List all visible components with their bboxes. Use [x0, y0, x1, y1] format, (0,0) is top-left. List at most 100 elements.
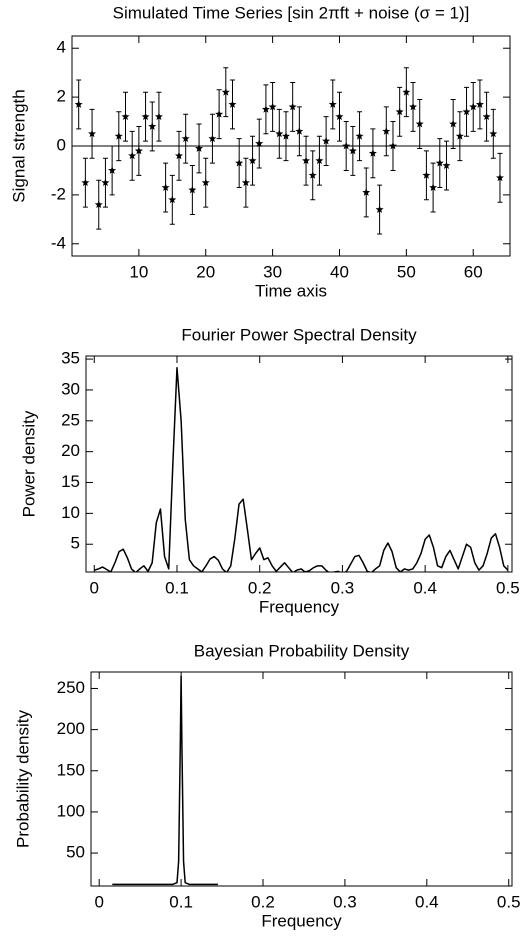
plot-area	[112, 675, 218, 886]
frame	[71, 35, 511, 257]
point	[241, 178, 250, 187]
point	[295, 127, 304, 135]
point	[395, 107, 404, 116]
point	[134, 146, 143, 155]
point	[255, 139, 264, 147]
point	[302, 156, 311, 165]
x-tick-label: 0.2	[248, 578, 272, 597]
point	[108, 166, 117, 174]
panel: Bayesian Probability Density Frequency Pro…	[13, 641, 520, 930]
point	[101, 178, 110, 187]
point	[195, 144, 204, 152]
x-tick-label: 30	[263, 262, 282, 281]
point	[154, 112, 163, 121]
y-axis-label: Power density	[19, 410, 38, 517]
point	[475, 100, 484, 108]
y-tick-label: 20	[61, 441, 80, 460]
y-tick-label: 25	[61, 410, 80, 429]
x-tick-label: 50	[397, 262, 416, 281]
y-tick-label: 15	[61, 472, 80, 491]
point	[388, 141, 397, 150]
point	[482, 112, 491, 121]
y-tick-label: 250	[57, 678, 85, 697]
chart-title: Fourier Power Spectral Density	[181, 325, 417, 344]
x-tick-label: 20	[196, 262, 215, 281]
x-tick-label: 0.4	[415, 892, 439, 911]
point	[449, 119, 458, 128]
point	[489, 129, 498, 138]
frame	[85, 355, 513, 573]
point	[409, 102, 418, 111]
point	[221, 88, 230, 96]
plot-area	[74, 67, 504, 235]
panel: Fourier Power Spectral Density Frequency P…	[19, 325, 519, 616]
x-tick-label: 40	[330, 262, 349, 281]
y-tick-label: 100	[57, 801, 85, 820]
point	[281, 132, 290, 140]
y-tick-label: 35	[61, 349, 80, 368]
y-axis-label: Signal strength	[9, 89, 28, 202]
frame	[90, 671, 513, 887]
point	[168, 195, 177, 204]
y-tick-label: 5	[71, 534, 80, 553]
point	[429, 183, 438, 191]
point	[455, 132, 464, 140]
point	[495, 173, 504, 182]
x-tick-label: 60	[464, 262, 483, 281]
point	[288, 102, 297, 111]
point	[81, 178, 90, 187]
point	[328, 100, 337, 108]
x-tick-label: 0	[94, 892, 103, 911]
point	[442, 161, 451, 169]
x-axis-label: Frequency	[261, 911, 342, 930]
point	[342, 141, 351, 150]
point	[175, 151, 183, 160]
point	[415, 119, 424, 128]
point	[335, 112, 344, 121]
point	[469, 102, 478, 111]
point	[248, 156, 257, 165]
y-tick-label: 50	[66, 843, 85, 862]
point	[362, 188, 371, 196]
point	[94, 200, 103, 209]
point	[181, 134, 190, 143]
y-tick-label: -4	[51, 233, 66, 252]
point	[128, 151, 137, 160]
y-tick-label: 10	[61, 503, 80, 522]
point	[161, 183, 170, 191]
y-tick-label: 150	[57, 760, 85, 779]
y-axis-label: Probability density	[13, 710, 32, 848]
point	[235, 158, 244, 167]
x-axis-label: Frequency	[259, 597, 340, 616]
y-tick-label: 4	[57, 38, 66, 57]
point	[402, 88, 411, 96]
y-tick-label: 0	[57, 135, 66, 154]
x-tick-label: 0.3	[333, 892, 357, 911]
y-tick-label: 2	[57, 87, 66, 106]
chart-title: Simulated Time Series [sin 2πft + noise …	[113, 3, 470, 22]
x-tick-label: 0.3	[331, 578, 355, 597]
point	[261, 105, 270, 113]
point	[74, 100, 83, 108]
point	[462, 107, 471, 116]
point	[188, 185, 197, 194]
point	[201, 178, 210, 187]
point	[348, 146, 357, 155]
point	[422, 171, 431, 179]
point	[355, 132, 364, 140]
chart-title: Bayesian Probability Density	[194, 641, 410, 660]
point	[208, 134, 217, 143]
x-tick-label: 0	[90, 578, 99, 597]
point	[382, 127, 391, 135]
panel: Simulated Time Series [sin 2πft + noise …	[9, 3, 511, 300]
point	[368, 149, 377, 157]
x-tick-label: 0.2	[251, 892, 275, 911]
plot-area	[94, 366, 509, 572]
point	[148, 122, 157, 130]
y-tick-label: -2	[51, 184, 66, 203]
y-tick-label: 30	[61, 379, 80, 398]
x-tick-label: 0.1	[169, 892, 193, 911]
point	[114, 132, 123, 140]
point	[88, 129, 97, 138]
